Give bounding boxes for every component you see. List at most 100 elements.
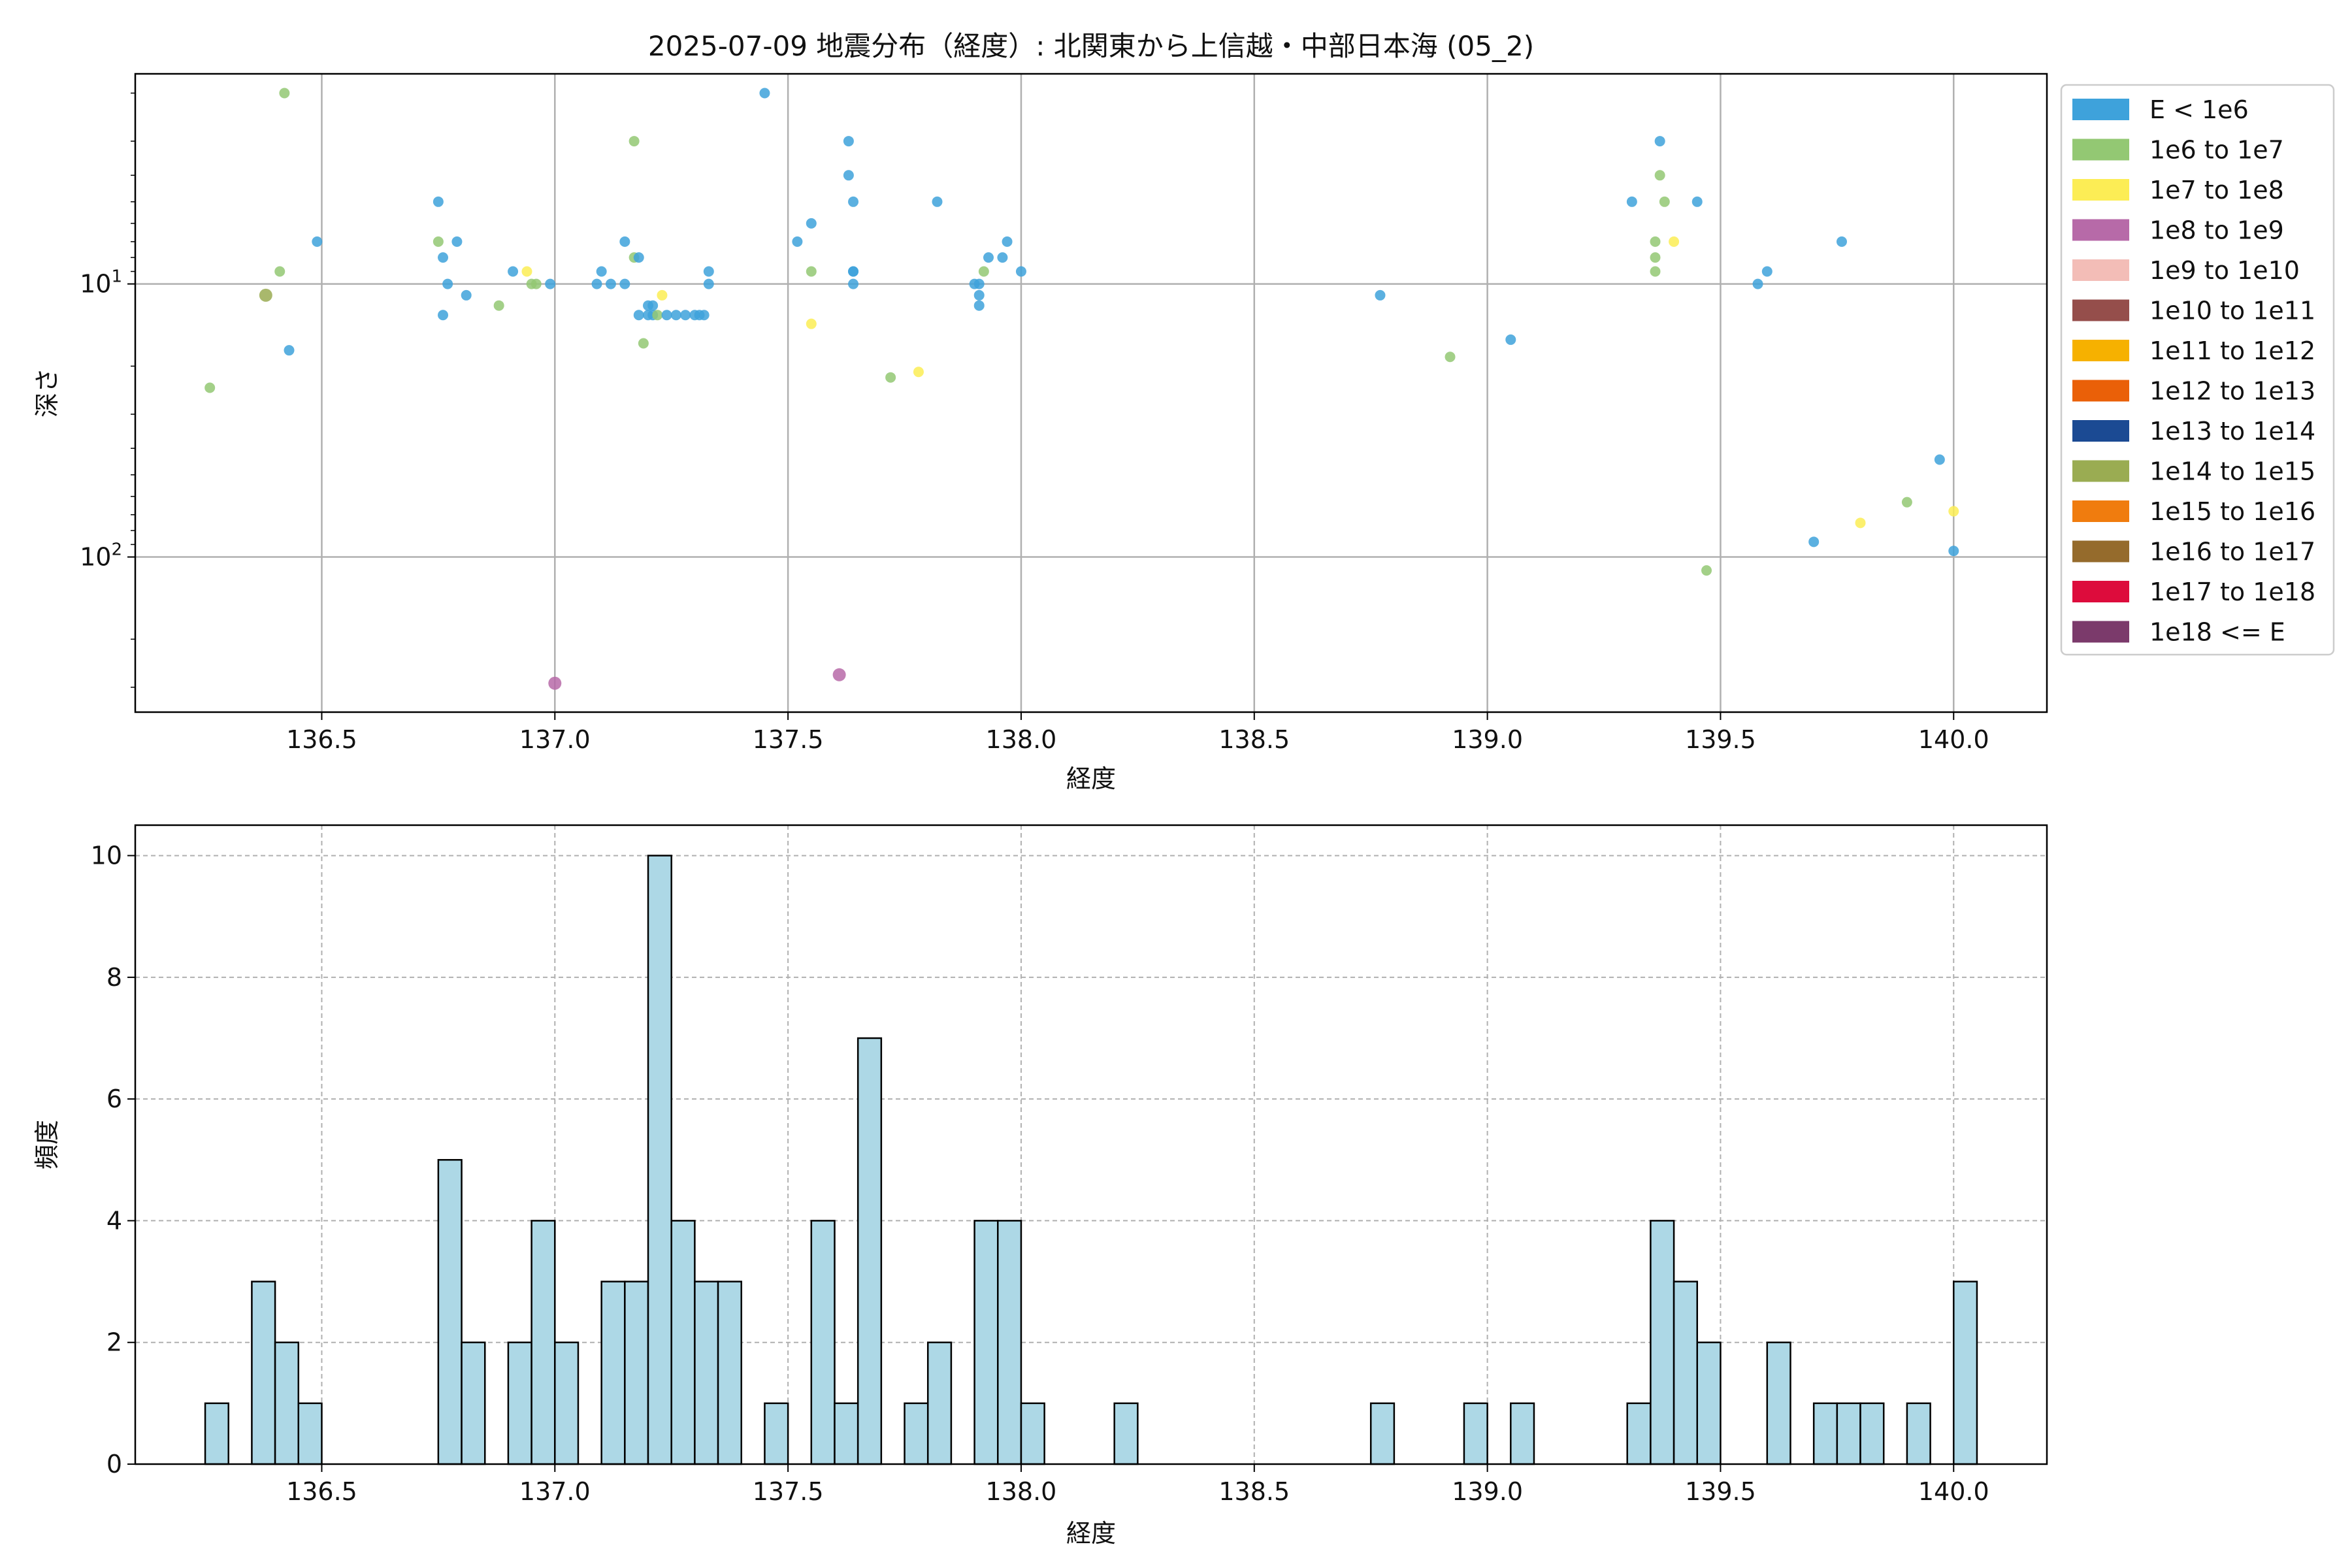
scatter-point bbox=[806, 266, 817, 277]
scatter-point bbox=[521, 266, 532, 277]
legend-swatch bbox=[2072, 139, 2129, 161]
scatter-y-tick-label: 102 bbox=[80, 540, 122, 572]
histogram-x-tick-label: 138.0 bbox=[986, 1477, 1057, 1506]
histogram-bar bbox=[507, 1341, 532, 1465]
histogram-bar bbox=[297, 1402, 323, 1465]
scatter-x-tick-label: 138.5 bbox=[1218, 725, 1290, 754]
scatter-point bbox=[1669, 236, 1680, 247]
scatter-point bbox=[1934, 454, 1945, 465]
scatter-point bbox=[493, 300, 504, 311]
scatter-point bbox=[1505, 334, 1516, 345]
histogram-bar bbox=[857, 1037, 883, 1465]
histogram-bar bbox=[1650, 1220, 1675, 1465]
histogram-x-tick-label: 139.5 bbox=[1685, 1477, 1756, 1506]
scatter-point bbox=[1002, 236, 1013, 247]
scatter-point bbox=[843, 170, 854, 181]
scatter-point bbox=[759, 88, 770, 99]
legend-label: 1e11 to 1e12 bbox=[2149, 336, 2315, 365]
scatter-y-axis-label: 深さ bbox=[33, 368, 61, 417]
scatter-point bbox=[1901, 497, 1912, 508]
histogram-bar bbox=[1766, 1341, 1791, 1465]
scatter-point bbox=[1015, 266, 1026, 277]
scatter-point bbox=[284, 345, 295, 356]
legend-swatch bbox=[2072, 99, 2129, 120]
scatter-point bbox=[652, 310, 663, 321]
legend-swatch bbox=[2072, 420, 2129, 442]
histogram-x-tick-label: 137.0 bbox=[519, 1477, 591, 1506]
legend-label: 1e18 <= E bbox=[2149, 618, 2285, 647]
histogram-bar bbox=[204, 1402, 229, 1465]
histogram-x-tick-label: 138.5 bbox=[1218, 1477, 1290, 1506]
legend-label: E < 1e6 bbox=[2149, 95, 2249, 124]
histogram-bar bbox=[624, 1281, 649, 1465]
histogram-bar bbox=[1836, 1402, 1861, 1465]
histogram-bar bbox=[1510, 1402, 1535, 1465]
legend-swatch bbox=[2072, 581, 2129, 602]
histogram-bar bbox=[1113, 1402, 1139, 1465]
scatter-point bbox=[438, 310, 449, 321]
scatter-point bbox=[1650, 236, 1661, 247]
scatter-point bbox=[508, 266, 519, 277]
scatter-points bbox=[204, 88, 1959, 690]
histogram-bar bbox=[461, 1341, 486, 1465]
scatter-x-tick-label: 139.0 bbox=[1452, 725, 1523, 754]
histogram-bar bbox=[694, 1281, 719, 1465]
scatter-y-tick-label: 101 bbox=[80, 267, 122, 299]
scatter-point bbox=[647, 300, 659, 311]
scatter-plot-frame bbox=[134, 73, 2048, 713]
scatter-point bbox=[1445, 351, 1456, 363]
scatter-point bbox=[843, 136, 854, 147]
scatter-point bbox=[433, 196, 444, 207]
legend-swatch bbox=[2072, 179, 2129, 201]
scatter-point bbox=[633, 252, 644, 263]
scatter-point bbox=[1836, 236, 1847, 247]
scatter-point bbox=[1752, 278, 1763, 289]
histogram-bars bbox=[204, 855, 1978, 1465]
scatter-point bbox=[629, 136, 640, 147]
histogram-bar bbox=[554, 1341, 580, 1465]
legend-label: 1e10 to 1e11 bbox=[2149, 297, 2315, 325]
scatter-point bbox=[680, 310, 691, 321]
scatter-point bbox=[1761, 266, 1772, 277]
histogram-y-axis-label: 頻度 bbox=[33, 1120, 61, 1169]
histogram-bar bbox=[810, 1220, 836, 1465]
scatter-point bbox=[619, 236, 630, 247]
scatter-point bbox=[997, 252, 1008, 263]
scatter-point bbox=[1650, 266, 1661, 277]
histogram-y-tick-label: 10 bbox=[91, 841, 122, 870]
scatter-point bbox=[1948, 546, 1959, 557]
scatter-point bbox=[973, 278, 985, 289]
scatter-x-tick-label: 140.0 bbox=[1918, 725, 1989, 754]
histogram-bar bbox=[1020, 1402, 1045, 1465]
histogram-bar bbox=[717, 1281, 743, 1465]
histogram-bar bbox=[1953, 1281, 1978, 1465]
histogram-bar bbox=[973, 1220, 999, 1465]
legend-swatch bbox=[2072, 500, 2129, 522]
histogram-x-tick-label: 137.5 bbox=[753, 1477, 824, 1506]
scatter-point bbox=[885, 372, 896, 383]
chart-title: 2025-07-09 地震分布（経度）: 北関東から上信越・中部日本海 (05_… bbox=[648, 30, 1534, 62]
legend-label: 1e6 to 1e7 bbox=[2149, 136, 2284, 165]
histogram-bar bbox=[904, 1402, 929, 1465]
legend-label: 1e14 to 1e15 bbox=[2149, 457, 2315, 486]
histogram-bar bbox=[1812, 1402, 1838, 1465]
scatter-point bbox=[591, 278, 602, 289]
scatter-point bbox=[703, 266, 714, 277]
legend-swatch bbox=[2072, 299, 2129, 321]
scatter-x-tick-label: 138.0 bbox=[986, 725, 1057, 754]
histogram-bar bbox=[1626, 1402, 1652, 1465]
legend-swatch bbox=[2072, 259, 2129, 281]
legend-label: 1e9 to 1e10 bbox=[2149, 256, 2300, 285]
scatter-point bbox=[1855, 517, 1866, 529]
histogram-bar bbox=[647, 855, 672, 1465]
scatter-point bbox=[312, 236, 323, 247]
scatter-point bbox=[983, 252, 994, 263]
scatter-point bbox=[848, 196, 859, 207]
histogram-bar bbox=[531, 1220, 556, 1465]
scatter-x-tick-label: 139.5 bbox=[1685, 725, 1756, 754]
scatter-x-axis-label: 経度 bbox=[1066, 764, 1116, 793]
scatter-point bbox=[848, 266, 859, 277]
histogram-x-axis-label: 経度 bbox=[1066, 1519, 1116, 1548]
legend-swatch bbox=[2072, 380, 2129, 402]
